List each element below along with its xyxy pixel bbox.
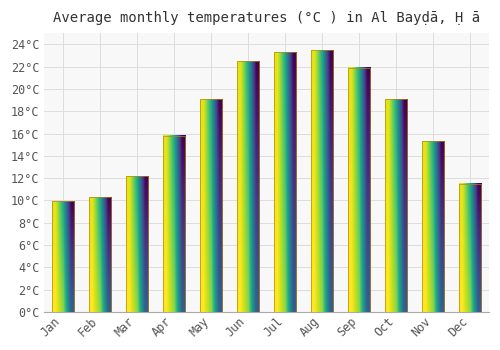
Bar — [126, 176, 148, 312]
Bar — [274, 52, 296, 312]
Bar — [200, 99, 222, 312]
Bar — [348, 68, 370, 312]
Bar — [422, 141, 444, 312]
Bar — [385, 99, 407, 312]
Bar — [274, 52, 296, 312]
Bar — [52, 202, 74, 312]
Bar — [237, 61, 260, 312]
Bar — [311, 50, 334, 312]
Bar — [89, 197, 111, 312]
Bar — [422, 141, 444, 312]
Title: Average monthly temperatures (°C ) in Al Bayḍā, Ḥ ā: Average monthly temperatures (°C ) in Al… — [53, 11, 480, 25]
Bar — [163, 136, 185, 312]
Bar — [126, 176, 148, 312]
Bar — [385, 99, 407, 312]
Bar — [89, 197, 111, 312]
Bar — [311, 50, 334, 312]
Bar — [460, 184, 481, 312]
Bar — [52, 202, 74, 312]
Bar — [163, 136, 185, 312]
Bar — [460, 184, 481, 312]
Bar — [200, 99, 222, 312]
Bar — [237, 61, 260, 312]
Bar — [348, 68, 370, 312]
